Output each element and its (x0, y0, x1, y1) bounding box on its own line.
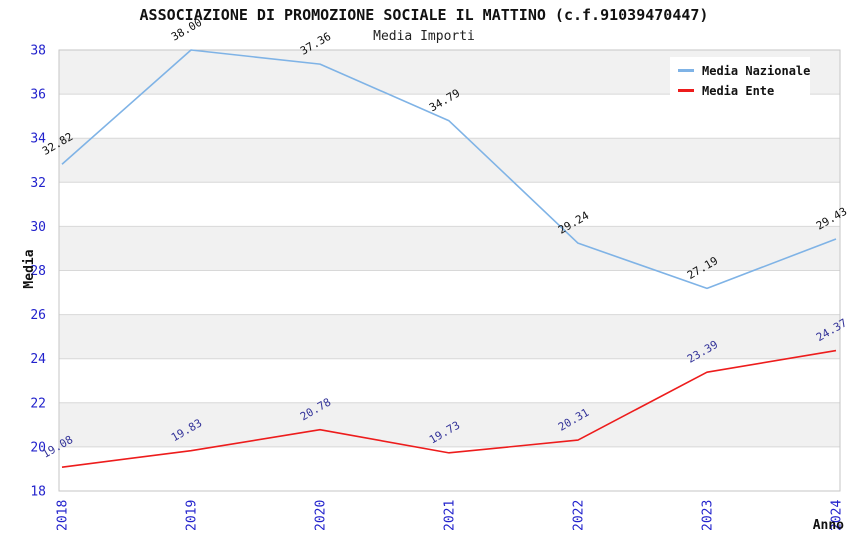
y-tick-label: 32 (30, 176, 46, 191)
y-tick-label: 30 (30, 220, 46, 235)
grid-band (59, 138, 840, 183)
y-tick-label: 36 (30, 88, 46, 103)
x-axis-ticks: 2018 2019 2020 2021 2022 2023 2024 (56, 500, 845, 531)
y-tick-label: 28 (30, 264, 46, 279)
y-tick-label: 38 (30, 44, 46, 59)
background-bands (59, 50, 840, 447)
gridlines (59, 93, 840, 448)
y-tick-label: 18 (30, 485, 46, 500)
series-line-media-nazionale (61, 49, 837, 290)
y-axis-ticks: 18 20 22 24 26 28 30 32 34 36 38 (30, 44, 46, 500)
series-line-media-ente (61, 349, 837, 468)
series-lines (61, 49, 837, 468)
point-label: 19.08 (40, 433, 75, 461)
x-tick-label: 2020 (314, 500, 329, 531)
grid-band (59, 402, 840, 447)
y-tick-label: 22 (30, 396, 46, 411)
x-tick-label: 2021 (443, 500, 458, 531)
plot-area (58, 49, 841, 492)
legend-label-media-nazionale: Media Nazionale (702, 64, 810, 78)
y-tick-label: 24 (30, 352, 46, 367)
chart-subtitle: Media Importi (373, 29, 475, 44)
grid-band (59, 314, 840, 359)
y-axis-title: Media (22, 249, 37, 288)
x-tick-label: 2022 (572, 500, 587, 531)
x-axis-title: Anno (813, 518, 844, 533)
y-tick-label: 20 (30, 440, 46, 455)
x-tick-label: 2019 (185, 500, 200, 531)
grid-band (59, 226, 840, 271)
legend: Media Nazionale Media Ente (670, 57, 810, 98)
x-tick-label: 2023 (701, 500, 716, 531)
x-tick-label: 2018 (56, 500, 71, 531)
y-tick-label: 26 (30, 308, 46, 323)
y-tick-label: 34 (30, 132, 46, 147)
legend-label-media-ente: Media Ente (702, 84, 774, 98)
chart-title: ASSOCIAZIONE DI PROMOZIONE SOCIALE IL MA… (140, 6, 709, 24)
x-tick-label: 2024 (830, 500, 845, 531)
